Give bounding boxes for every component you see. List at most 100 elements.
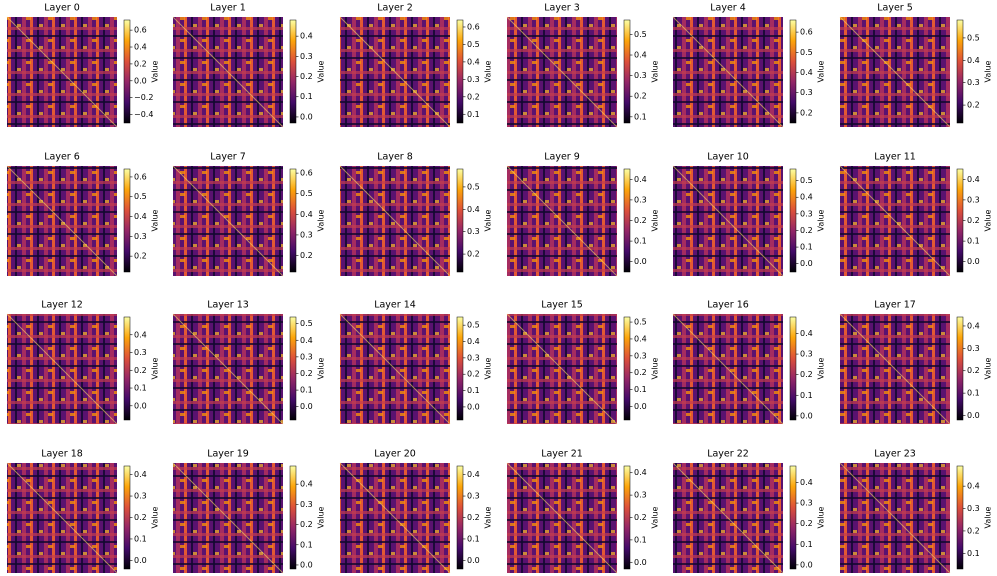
colorbar-tick-label: 0.1	[300, 386, 313, 395]
panel-title: Layer 1	[210, 3, 246, 14]
heatmap-diagonal	[839, 165, 951, 277]
colorbar	[123, 168, 131, 273]
colorbar-tick-label: 0.2	[800, 226, 813, 235]
colorbar-tick-label: 0.2	[300, 520, 313, 529]
colorbar-label: Value	[651, 506, 660, 528]
colorbar-tick-label: 0.1	[467, 534, 480, 543]
colorbar	[289, 316, 297, 421]
colorbar-label: Value	[651, 357, 660, 379]
colorbar-tick-label: 0.1	[634, 112, 647, 121]
colorbar-tick-label: 0.0	[967, 257, 980, 266]
colorbar-tick-label: 0.4	[467, 57, 480, 66]
colorbar-tick-label: 0.2	[800, 108, 813, 117]
colorbar	[956, 465, 964, 570]
heatmap-diagonal	[506, 462, 618, 574]
colorbar-tick-label: 0.0	[634, 558, 647, 567]
colorbar-tick-label: −0.2	[134, 93, 153, 102]
heatmap-diagonal	[172, 462, 284, 574]
heatmap-diagonal	[339, 462, 451, 574]
colorbar-tick-label: 0.1	[634, 385, 647, 394]
colorbar-tick-label: 0.0	[467, 402, 480, 411]
colorbar-tick-label: 0.3	[300, 52, 313, 61]
colorbar-label: Value	[817, 209, 826, 231]
colorbar-label: Value	[984, 209, 993, 231]
heatmap-diagonal	[672, 165, 784, 277]
colorbar-tick-label: 0.4	[800, 329, 813, 338]
colorbar-tick-label: 0.4	[134, 43, 147, 52]
colorbar	[456, 19, 464, 124]
colorbar	[623, 465, 631, 570]
colorbar-label: Value	[651, 209, 660, 231]
colorbar	[623, 168, 631, 273]
colorbar	[456, 316, 464, 421]
colorbar-label: Value	[817, 506, 826, 528]
colorbar-tick-label: 0.3	[300, 352, 313, 361]
colorbar-tick-label: 0.2	[300, 251, 313, 260]
colorbar-tick-label: 0.5	[634, 318, 647, 327]
colorbar-tick-label: 0.3	[134, 232, 147, 241]
panel-title: Layer 11	[874, 152, 916, 163]
panel-title: Layer 23	[874, 449, 916, 460]
colorbar	[456, 168, 464, 273]
panel-title: Layer 8	[377, 152, 413, 163]
heatmap-diagonal	[839, 16, 951, 128]
colorbar-tick-label: 0.2	[467, 92, 480, 101]
colorbar-tick-label: 0.0	[800, 560, 813, 569]
colorbar-tick-label: 0.6	[300, 169, 313, 178]
colorbar-tick-label: 0.2	[634, 513, 647, 522]
colorbar-tick-label: 0.0	[800, 411, 813, 420]
panel-title: Layer 0	[44, 3, 80, 14]
colorbar-tick-label: 0.2	[634, 216, 647, 225]
colorbar-tick-label: 0.5	[467, 182, 480, 191]
colorbar-tick-label: 0.5	[800, 48, 813, 57]
colorbar-tick-label: 0.3	[467, 227, 480, 236]
colorbar-label: Value	[151, 209, 160, 231]
colorbar-tick-label: 0.0	[967, 411, 980, 420]
colorbar-tick-label: 0.2	[467, 250, 480, 259]
colorbar-tick-label: 0.0	[134, 401, 147, 410]
colorbar-tick-label: 0.4	[967, 56, 980, 65]
colorbar-tick-label: 0.2	[467, 370, 480, 379]
colorbar-label: Value	[484, 60, 493, 82]
colorbar	[289, 168, 297, 273]
panel-title: Layer 17	[874, 300, 916, 311]
panel-title: Layer 22	[707, 449, 749, 460]
colorbar	[123, 465, 131, 570]
colorbar-tick-label: 0.3	[967, 344, 980, 353]
colorbar-tick-label: 0.5	[467, 321, 480, 330]
colorbar-tick-label: 0.3	[800, 499, 813, 508]
colorbar	[956, 316, 964, 421]
heatmap-diagonal	[339, 16, 451, 128]
colorbar-tick-label: 0.0	[134, 556, 147, 565]
colorbar-tick-label: 0.0	[300, 402, 313, 411]
colorbar-label: Value	[984, 357, 993, 379]
colorbar-tick-label: 0.3	[467, 75, 480, 84]
colorbar-tick-label: 0.2	[300, 72, 313, 81]
colorbar-tick-label: 0.3	[800, 209, 813, 218]
colorbar-tick-label: 0.3	[300, 230, 313, 239]
colorbar-tick-label: 0.4	[967, 321, 980, 330]
colorbar-tick-label: 0.0	[300, 560, 313, 569]
colorbar-label: Value	[484, 357, 493, 379]
colorbar-tick-label: 0.2	[800, 519, 813, 528]
colorbar-tick-label: 0.3	[467, 353, 480, 362]
colorbar-tick-label: 0.1	[467, 110, 480, 119]
heatmap-diagonal	[6, 165, 118, 277]
colorbar-label: Value	[817, 357, 826, 379]
colorbar	[789, 465, 797, 570]
colorbar-tick-label: 0.2	[134, 366, 147, 375]
colorbar-tick-label: 0.4	[634, 51, 647, 60]
colorbar-tick-label: 0.2	[467, 513, 480, 522]
colorbar-tick-label: 0.2	[634, 92, 647, 101]
panel-title: Layer 10	[707, 152, 749, 163]
panel-title: Layer 5	[877, 3, 913, 14]
colorbar-tick-label: 0.3	[634, 491, 647, 500]
panel-title: Layer 12	[41, 300, 83, 311]
colorbar-tick-label: 0.6	[467, 22, 480, 31]
colorbar-tick-label: 0.1	[967, 389, 980, 398]
heatmap-diagonal	[672, 313, 784, 425]
heatmap-diagonal	[839, 462, 951, 574]
colorbar-tick-label: 0.5	[300, 189, 313, 198]
colorbar-tick-label: 0.1	[800, 540, 813, 549]
